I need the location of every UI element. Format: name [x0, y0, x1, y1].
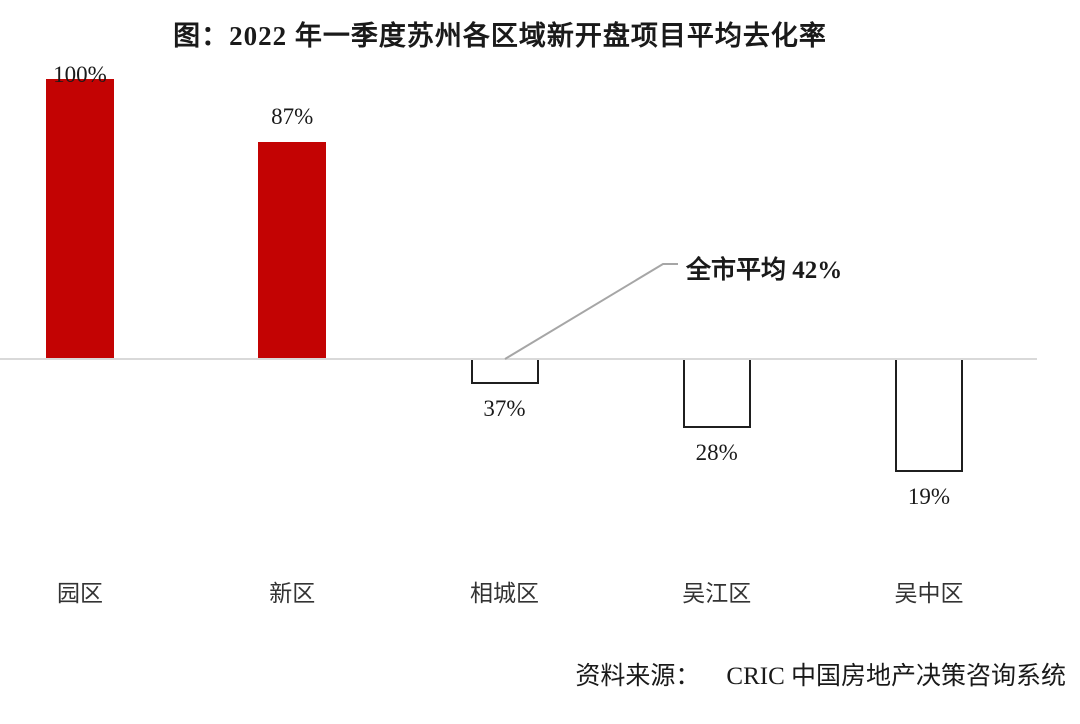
value-label-相城区: 37%: [483, 396, 526, 422]
value-label-新区: 87%: [271, 103, 314, 129]
category-label-吴中区: 吴中区: [894, 581, 964, 606]
value-label-吴江区: 28%: [695, 439, 738, 465]
category-label-新区: 新区: [269, 581, 316, 606]
data-source-value: CRIC 中国房地产决策咨询系统: [726, 663, 1066, 690]
bar-新区: [258, 141, 327, 360]
category-label-吴江区: 吴江区: [682, 581, 752, 606]
data-source: 资料来源： CRIC 中国房地产决策咨询系统: [575, 656, 1066, 692]
bar-园区: [46, 78, 114, 360]
data-source-label: 资料来源：: [575, 663, 701, 690]
bar-吴中区: [895, 360, 963, 472]
value-label-园区: 100%: [53, 62, 107, 87]
bar-吴江区: [682, 360, 751, 428]
baseline-axis: [0, 358, 1037, 360]
value-label-吴中区: 19%: [907, 483, 951, 509]
category-label-园区: 园区: [57, 581, 103, 606]
bar-相城区: [470, 360, 539, 385]
category-label-相城区: 相城区: [470, 581, 539, 606]
baseline-average-annotation: 全市平均 42%: [686, 257, 843, 284]
chart-title: 图：2022 年一季度苏州各区域新开盘项目平均去化率: [173, 21, 827, 51]
